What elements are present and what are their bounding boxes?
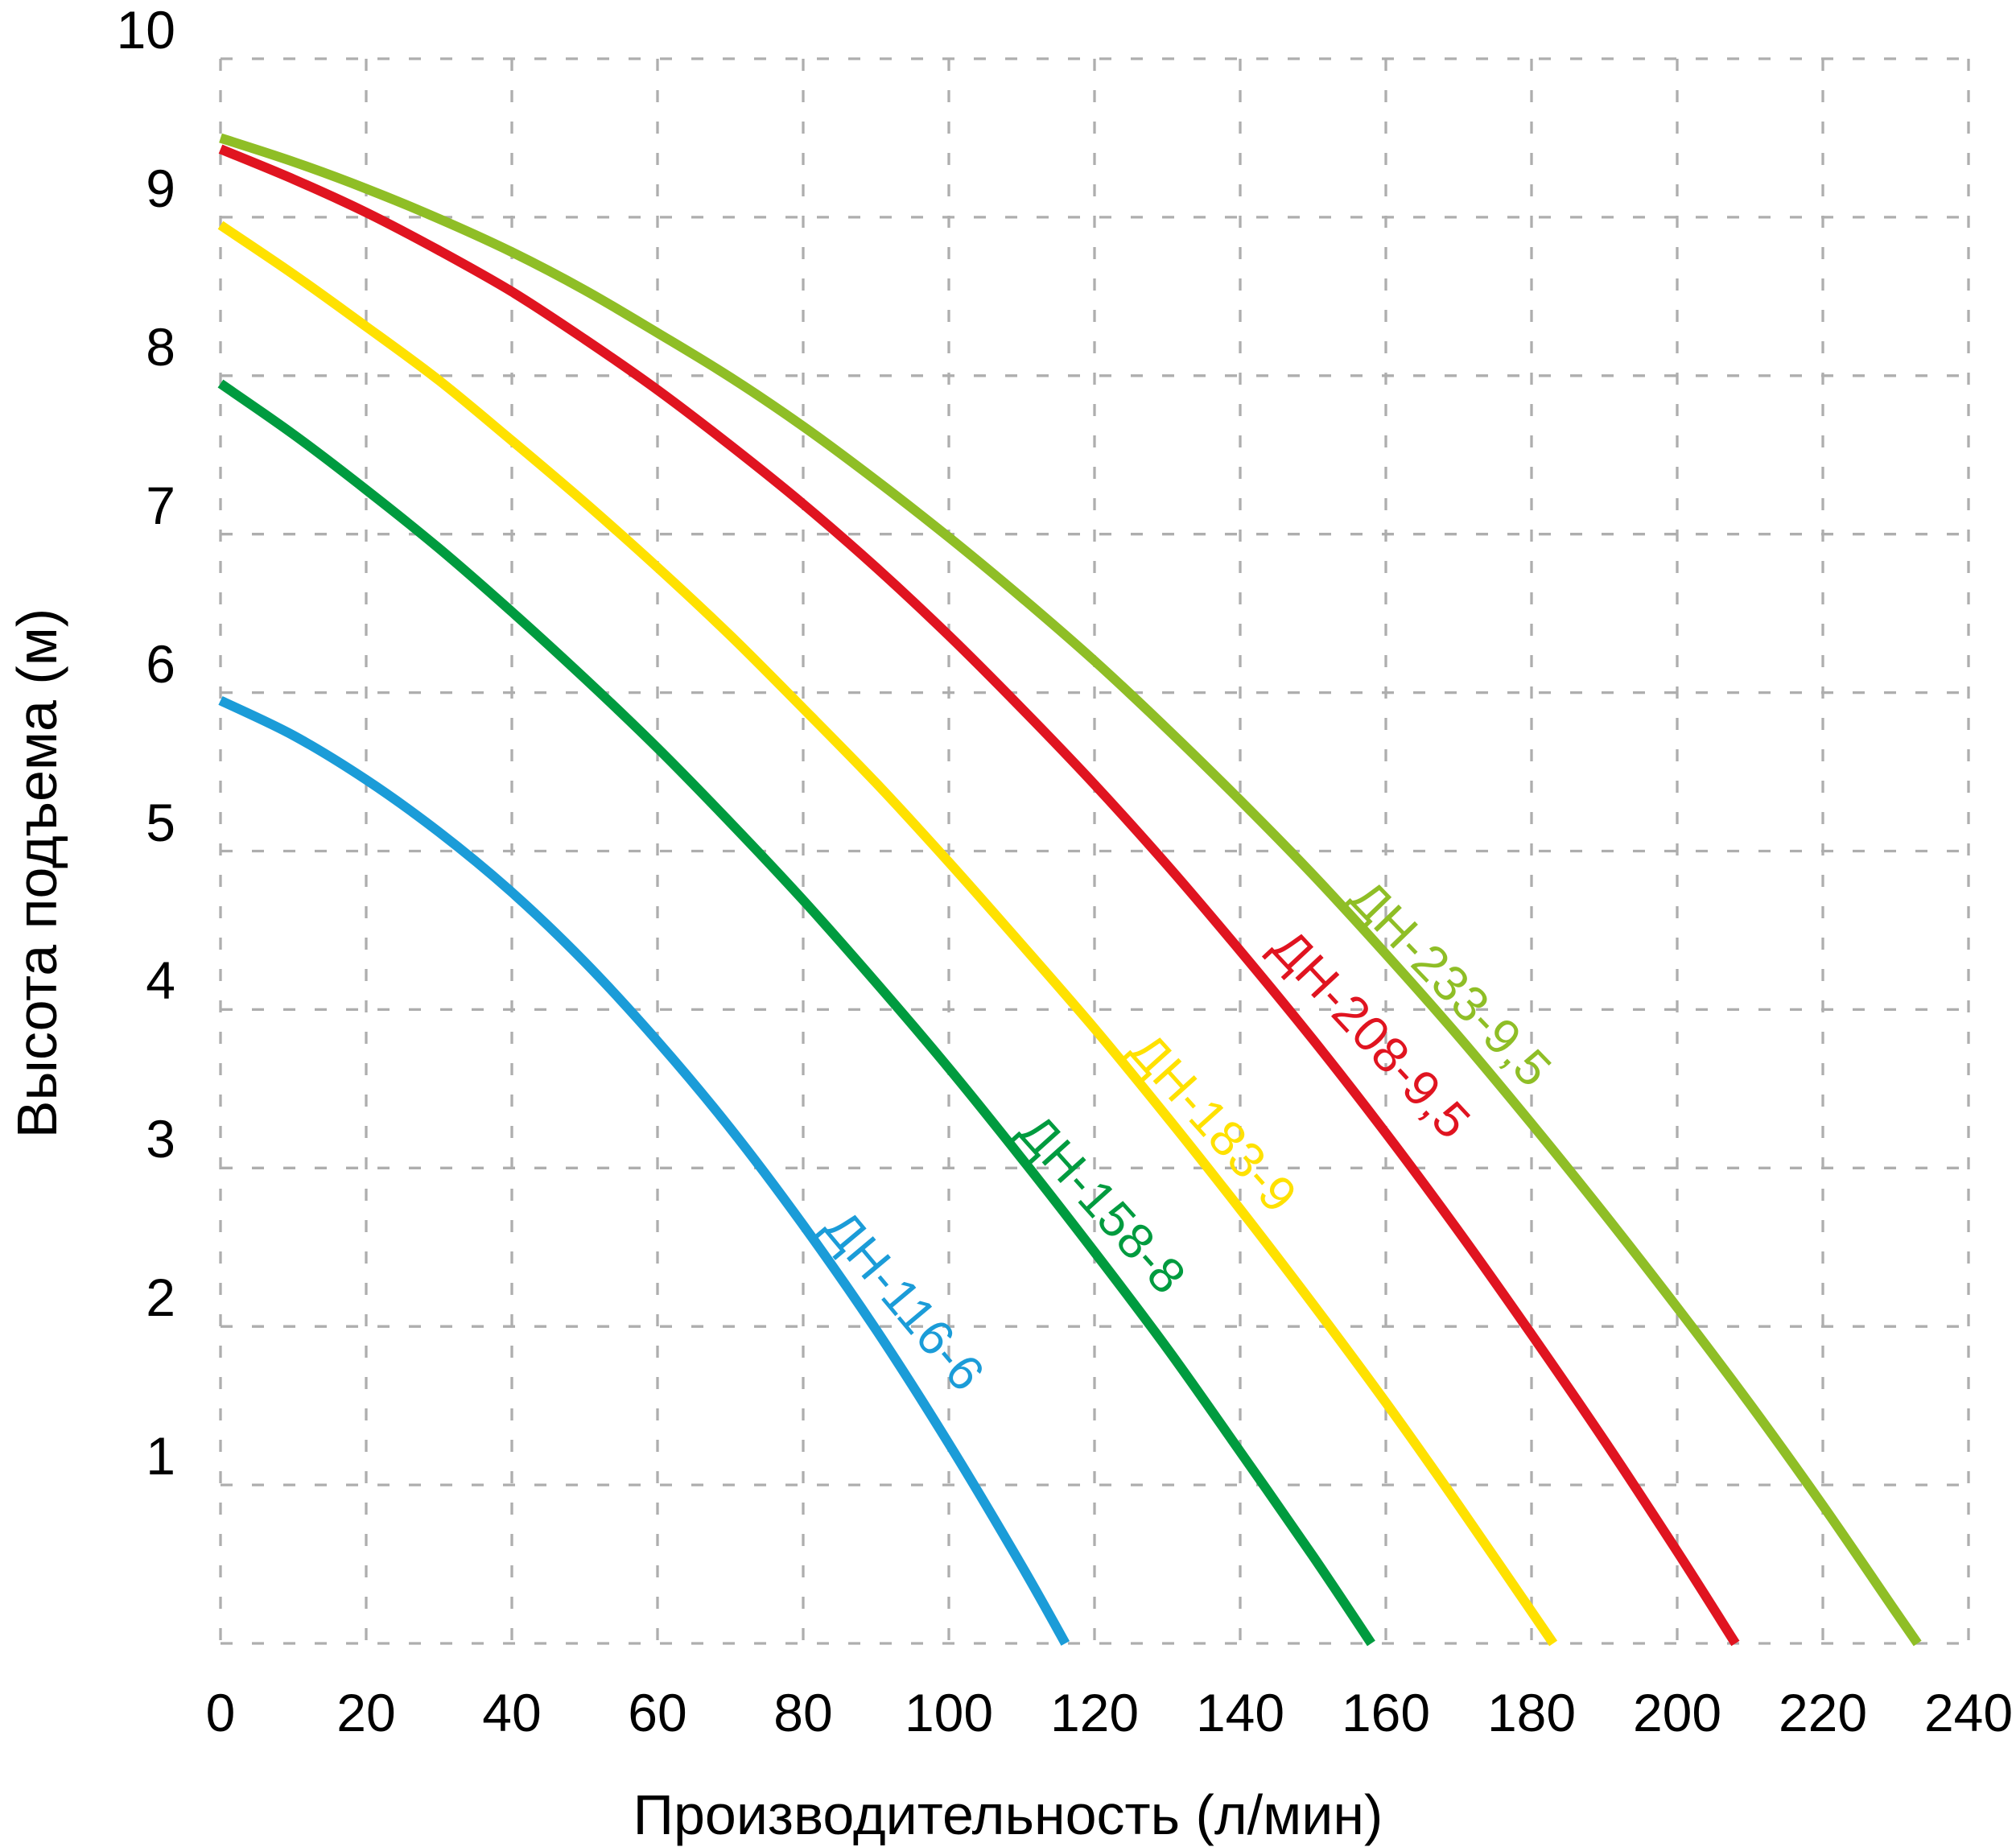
y-tick-label: 5 xyxy=(146,792,175,852)
pump-curve-0 xyxy=(218,695,1070,1646)
y-tick-label: 8 xyxy=(146,316,175,377)
y-tick-label: 1 xyxy=(146,1426,175,1486)
x-tick-label: 120 xyxy=(1049,1683,1140,1742)
x-tick-label: 200 xyxy=(1632,1683,1722,1742)
pump-curve-2 xyxy=(217,221,1558,1647)
y-tick-label: 2 xyxy=(146,1268,175,1328)
y-tick-label: 9 xyxy=(146,158,175,218)
pump-curve-3 xyxy=(218,144,1740,1647)
x-tick-label: 80 xyxy=(773,1683,833,1742)
pump-curve-1 xyxy=(217,379,1375,1647)
x-tick-label: 60 xyxy=(628,1683,687,1742)
x-axis-title: Производительность (л/мин) xyxy=(633,1783,1383,1846)
y-tick-label: 7 xyxy=(146,475,175,535)
x-tick-label: 0 xyxy=(205,1683,236,1742)
x-tick-label: 140 xyxy=(1195,1683,1285,1742)
x-tick-label: 180 xyxy=(1486,1683,1577,1742)
y-tick-label: 10 xyxy=(116,0,175,60)
x-tick-label: 20 xyxy=(336,1683,396,1742)
x-tick-label: 220 xyxy=(1778,1683,1868,1742)
y-tick-label: 6 xyxy=(146,633,175,694)
x-tick-label: 40 xyxy=(482,1683,542,1742)
x-tick-label: 240 xyxy=(1923,1683,2014,1742)
x-tick-label: 160 xyxy=(1341,1683,1431,1742)
pump-curve-4 xyxy=(219,133,1922,1647)
y-tick-label: 4 xyxy=(146,950,175,1011)
x-tick-label: 100 xyxy=(904,1683,994,1742)
y-tick-label: 3 xyxy=(146,1109,175,1169)
